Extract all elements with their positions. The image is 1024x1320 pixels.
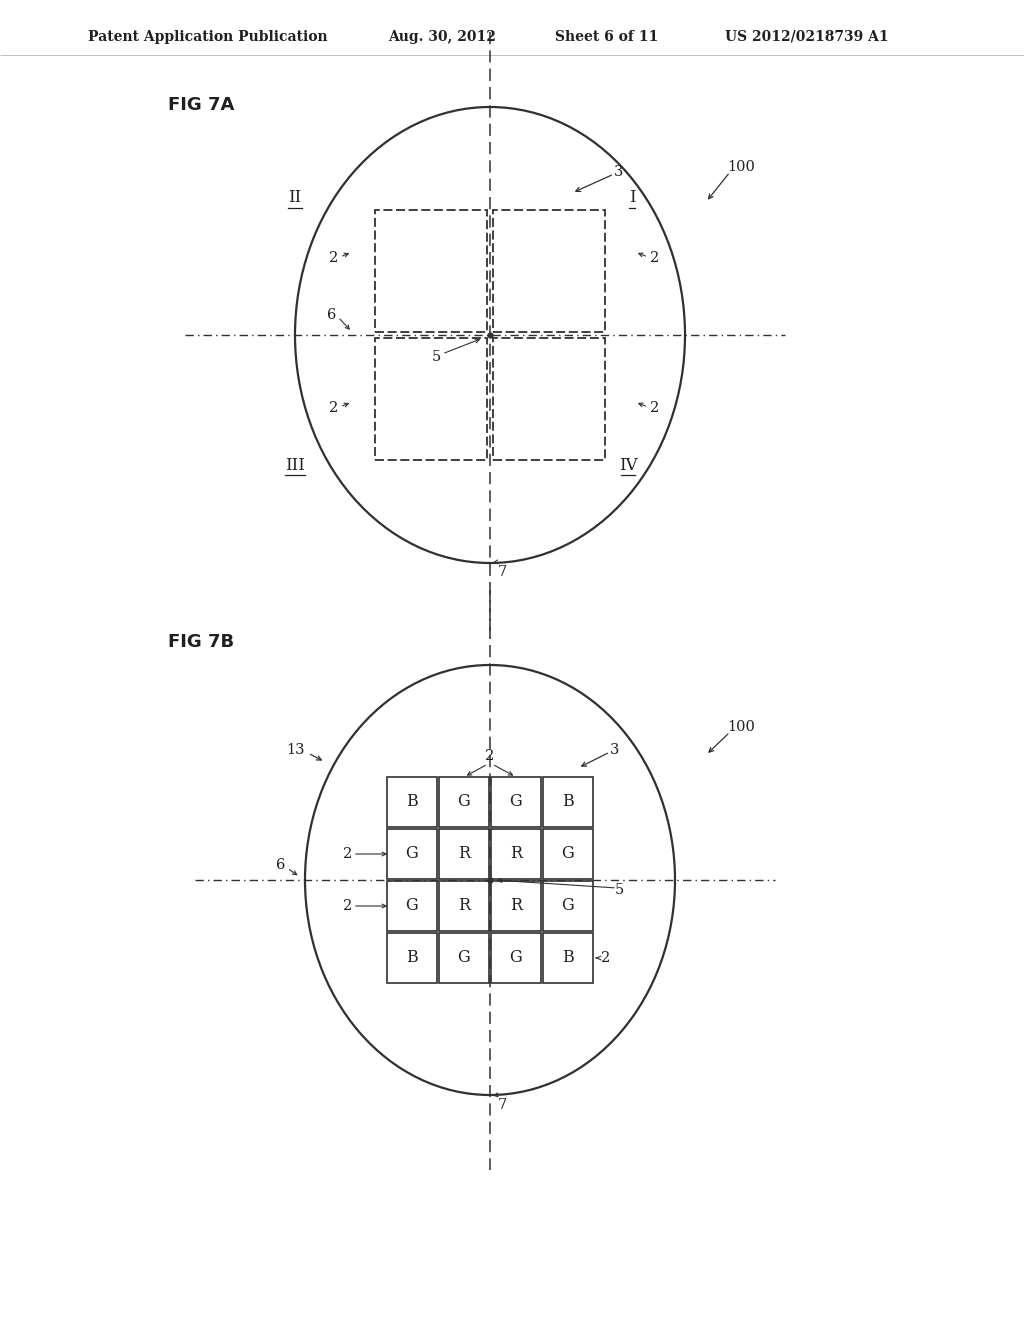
Text: G: G (458, 793, 470, 810)
Text: 2: 2 (601, 950, 610, 965)
Text: G: G (406, 846, 419, 862)
Bar (543, 829, 593, 879)
Text: FIG 7B: FIG 7B (168, 634, 234, 651)
Text: 6: 6 (275, 858, 285, 873)
Bar (375, 210, 487, 333)
Text: B: B (407, 793, 418, 810)
Text: Patent Application Publication: Patent Application Publication (88, 30, 328, 44)
Bar (439, 829, 489, 879)
Text: R: R (510, 846, 522, 862)
Text: I: I (629, 190, 635, 206)
Text: 7: 7 (498, 1098, 507, 1111)
Text: 2: 2 (650, 251, 659, 265)
Bar (387, 829, 437, 879)
Text: G: G (561, 846, 574, 862)
Text: G: G (510, 949, 522, 966)
Bar (543, 933, 593, 983)
Bar (387, 777, 437, 828)
Text: 2: 2 (329, 401, 338, 414)
Text: B: B (407, 949, 418, 966)
Bar (493, 210, 605, 333)
Text: 100: 100 (727, 719, 755, 734)
Text: G: G (510, 793, 522, 810)
Text: 100: 100 (727, 160, 755, 174)
Text: 5: 5 (615, 883, 625, 898)
Bar (493, 338, 605, 459)
Text: 5: 5 (432, 350, 441, 364)
Bar (543, 777, 593, 828)
Text: IV: IV (618, 457, 637, 474)
Text: R: R (458, 898, 470, 915)
Text: US 2012/0218739 A1: US 2012/0218739 A1 (725, 30, 889, 44)
Text: 13: 13 (287, 743, 305, 756)
Bar (439, 933, 489, 983)
Text: B: B (562, 949, 573, 966)
Text: 3: 3 (610, 743, 620, 756)
Bar (387, 933, 437, 983)
Text: R: R (510, 898, 522, 915)
Bar (490, 880, 541, 931)
Bar (439, 777, 489, 828)
Text: G: G (458, 949, 470, 966)
Bar (375, 338, 487, 459)
Text: 2: 2 (343, 847, 352, 861)
Bar (543, 880, 593, 931)
Text: 2: 2 (343, 899, 352, 913)
Bar (490, 777, 541, 828)
Text: 2: 2 (329, 251, 338, 265)
Text: Aug. 30, 2012: Aug. 30, 2012 (388, 30, 496, 44)
Text: Sheet 6 of 11: Sheet 6 of 11 (555, 30, 658, 44)
Text: 7: 7 (498, 565, 507, 579)
Text: B: B (562, 793, 573, 810)
Bar (387, 880, 437, 931)
Text: R: R (458, 846, 470, 862)
Text: FIG 7A: FIG 7A (168, 96, 234, 114)
Text: 2: 2 (650, 401, 659, 414)
Bar (490, 933, 541, 983)
Text: G: G (406, 898, 419, 915)
Text: II: II (289, 190, 302, 206)
Bar (490, 829, 541, 879)
Text: III: III (285, 457, 305, 474)
Text: 6: 6 (327, 308, 336, 322)
Text: 2: 2 (485, 748, 495, 763)
Bar (439, 880, 489, 931)
Text: 3: 3 (614, 165, 624, 180)
Text: G: G (561, 898, 574, 915)
